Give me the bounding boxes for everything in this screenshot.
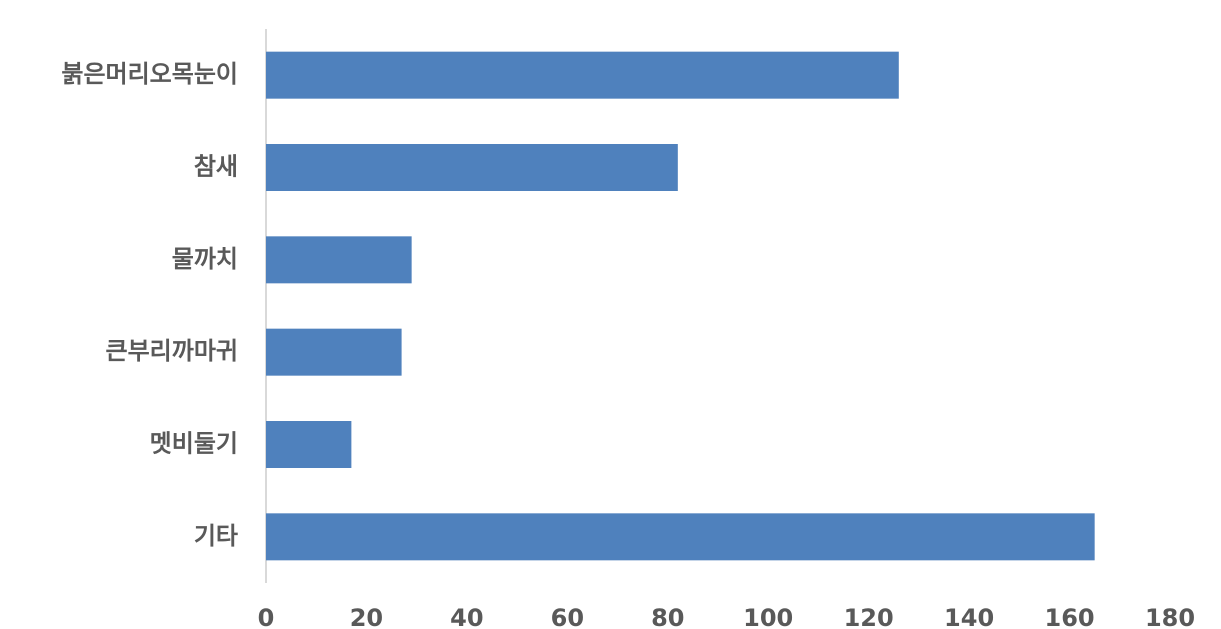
y-tick-label: 물까치 [172,245,238,273]
x-tick-label: 100 [743,604,793,629]
y-tick-label: 멧비둘기 [150,430,238,458]
x-tick-label: 120 [844,604,894,629]
x-tick-label: 140 [944,604,994,629]
y-tick-label: 참새 [194,153,238,181]
x-tick-label: 180 [1145,604,1195,629]
x-tick-label: 20 [350,604,383,629]
x-tick-label: 40 [450,604,483,629]
x-tick-label: 80 [651,604,684,629]
x-tick-label: 160 [1045,604,1095,629]
bar [266,51,899,99]
x-tick-label: 60 [551,604,584,629]
y-tick-label: 큰부리까마귀 [106,337,238,365]
bar [266,144,678,191]
bar [266,236,412,284]
y-tick-label: 붉은머리오목눈이 [61,60,238,88]
bar [266,421,352,468]
bar [266,328,402,376]
y-tick-label: 기타 [194,522,238,550]
bar [266,513,1095,561]
x-tick-label: 0 [258,604,275,629]
